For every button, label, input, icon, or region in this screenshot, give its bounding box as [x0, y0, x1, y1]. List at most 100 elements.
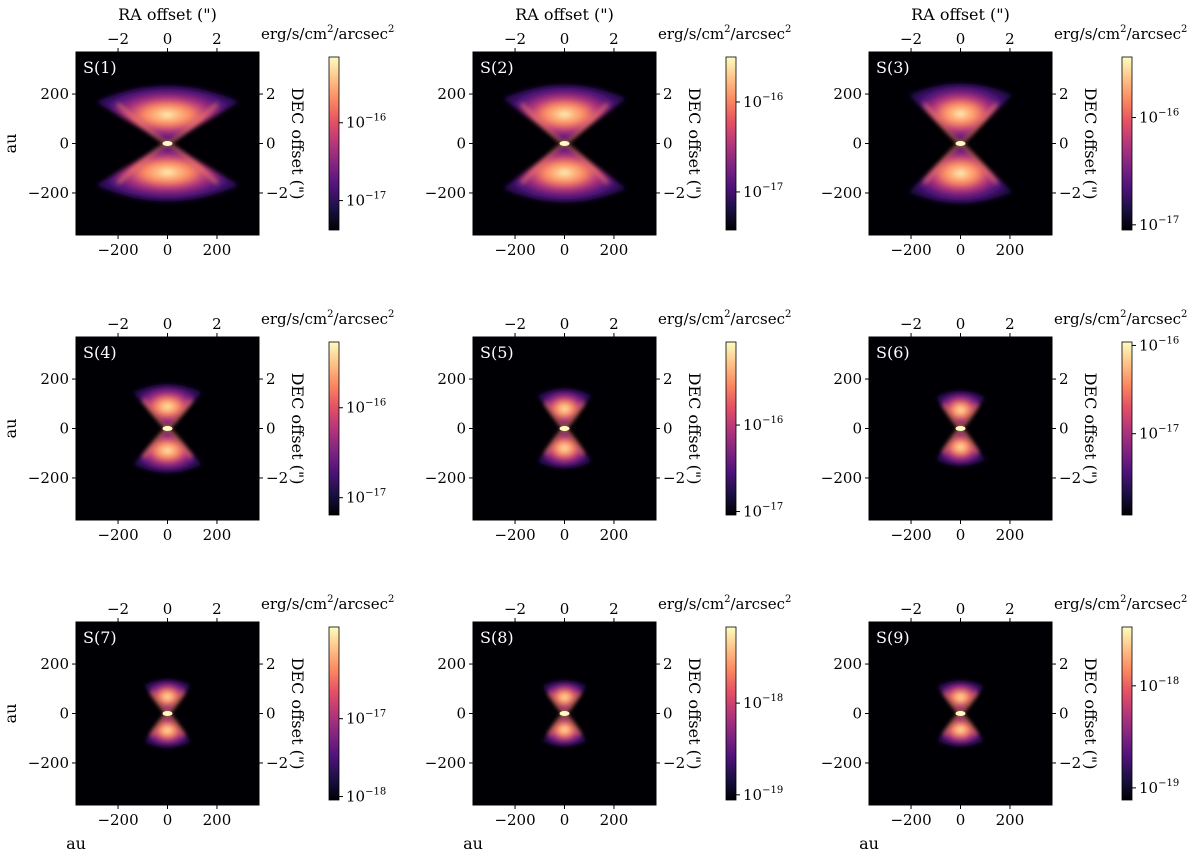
colorbar: 10−16 10−17 erg/s/cm2/arcsec2: [658, 309, 791, 521]
x-tick-label: 200: [203, 811, 232, 829]
upper-lobe: [144, 679, 191, 714]
x-tick-label: 200: [600, 526, 629, 544]
top-axis-label: RA offset ("): [515, 5, 614, 24]
x-tick-label: 0: [956, 241, 966, 259]
right-tick-label: 2: [266, 655, 276, 673]
x-tick-label: −200: [494, 241, 535, 259]
x-tick-label: 200: [203, 241, 232, 259]
x-tick-label: 0: [956, 526, 966, 544]
top-axis-label: RA offset ("): [911, 5, 1010, 24]
upper-lobe: [935, 391, 986, 429]
x-tick-label: 200: [996, 526, 1025, 544]
top-tick-label: 2: [609, 600, 619, 618]
colorbar-units: erg/s/cm2/arcsec2: [1054, 594, 1187, 613]
emission-map: [502, 84, 627, 203]
top-tick-label: 0: [560, 30, 570, 48]
right-tick-label: −2: [1059, 184, 1081, 202]
right-tick-label: 0: [1059, 135, 1069, 153]
emission-map: [935, 391, 986, 466]
x-tick-label: −200: [97, 811, 138, 829]
right-tick-label: 2: [266, 370, 276, 388]
top-tick-label: −2: [504, 600, 526, 618]
colorbar: 10−16 10−17 erg/s/cm2/arcsec2: [658, 24, 791, 231]
upper-lobe: [95, 85, 240, 144]
right-axis-label: DEC offset ("): [685, 373, 704, 485]
right-tick-label: 2: [1059, 655, 1069, 673]
colorbar-bar: [1121, 341, 1133, 516]
colorbar: 10−16 10−17 erg/s/cm2/arcsec2: [261, 24, 394, 231]
y-tick-label: 200: [40, 370, 69, 388]
colorbar: 10−18 10−19 erg/s/cm2/arcsec2: [1054, 594, 1187, 801]
colorbar-units: erg/s/cm2/arcsec2: [1054, 309, 1187, 328]
colorbar: 10−16 10−17 erg/s/cm2/arcsec2: [1054, 24, 1187, 234]
x-tick-label: 0: [163, 811, 173, 829]
top-tick-label: 2: [212, 315, 222, 333]
colorbar: 10−16 10−17 erg/s/cm2/arcsec2: [1054, 309, 1187, 516]
right-tick-label: −2: [266, 184, 288, 202]
panel-9: S(9) −200 0 200 −200 0 200 −2 0 2 −2 0 2 DEC offset (…: [821, 594, 1188, 853]
colorbar-tick-label: 10−17: [1139, 424, 1179, 443]
left-axis-label: au: [1, 134, 20, 154]
colorbar-tick-label: 10−19: [1139, 778, 1179, 797]
top-tick-label: 2: [609, 30, 619, 48]
lower-lobe: [935, 428, 986, 466]
central-peak: [162, 711, 173, 716]
colorbar-tick-label: 10−18: [743, 693, 783, 712]
y-tick-label: −200: [821, 754, 862, 772]
y-tick-label: 200: [437, 370, 466, 388]
right-tick-label: 0: [266, 420, 276, 438]
upper-lobe: [937, 681, 984, 714]
right-axis-label: DEC offset ("): [1081, 88, 1100, 200]
right-tick-label: 0: [663, 135, 673, 153]
colorbar-tick-label: 10−17: [743, 182, 783, 201]
x-tick-label: −200: [890, 241, 931, 259]
central-peak: [955, 141, 966, 146]
colorbar-tick-label: 10−17: [743, 502, 783, 521]
emission-map: [542, 681, 587, 746]
left-axis-label: au: [1, 704, 20, 724]
x-tick-label: 200: [996, 241, 1025, 259]
emission-map: [95, 85, 240, 202]
y-tick-label: 0: [456, 420, 466, 438]
right-tick-label: −2: [1059, 754, 1081, 772]
x-tick-label: −200: [494, 526, 535, 544]
y-tick-label: 0: [59, 135, 69, 153]
central-peak: [162, 141, 173, 146]
right-axis-label: DEC offset ("): [685, 658, 704, 770]
right-axis-label: DEC offset ("): [288, 373, 307, 485]
top-tick-label: 0: [956, 30, 966, 48]
y-tick-label: 200: [40, 85, 69, 103]
colorbar-units: erg/s/cm2/arcsec2: [1054, 24, 1187, 43]
y-tick-label: 0: [852, 135, 862, 153]
top-tick-label: −2: [900, 315, 922, 333]
top-tick-label: 0: [560, 315, 570, 333]
right-tick-label: 0: [1059, 705, 1069, 723]
x-tick-label: 200: [203, 526, 232, 544]
lower-lobe: [908, 143, 1013, 204]
top-axis-label: RA offset ("): [118, 5, 217, 24]
colorbar-bar: [725, 626, 737, 801]
right-axis-label: DEC offset ("): [1081, 658, 1100, 770]
top-tick-label: −2: [107, 30, 129, 48]
central-peak: [559, 426, 570, 431]
x-tick-label: 200: [600, 811, 629, 829]
top-tick-label: −2: [900, 600, 922, 618]
panel-label: S(9): [876, 628, 910, 647]
right-tick-label: 0: [663, 705, 673, 723]
central-peak: [955, 426, 966, 431]
panel-label: S(3): [876, 58, 910, 77]
top-tick-label: −2: [107, 600, 129, 618]
colorbar-bar: [328, 341, 340, 516]
panel-3: S(3) −200 0 200 −200 0 200 −2 0 2 −2 0 2 DEC offset (…: [821, 5, 1188, 259]
right-tick-label: −2: [266, 469, 288, 487]
y-tick-label: −200: [28, 754, 69, 772]
right-tick-label: −2: [266, 754, 288, 772]
colorbar-tick-label: 10−19: [743, 785, 783, 804]
colorbar-units: erg/s/cm2/arcsec2: [658, 309, 791, 328]
right-axis-label: DEC offset ("): [1081, 373, 1100, 485]
central-peak: [559, 711, 570, 716]
top-tick-label: 0: [163, 30, 173, 48]
colorbar-tick-label: 10−17: [346, 191, 386, 210]
lower-lobe: [132, 428, 203, 473]
colorbar-bar: [725, 341, 737, 516]
